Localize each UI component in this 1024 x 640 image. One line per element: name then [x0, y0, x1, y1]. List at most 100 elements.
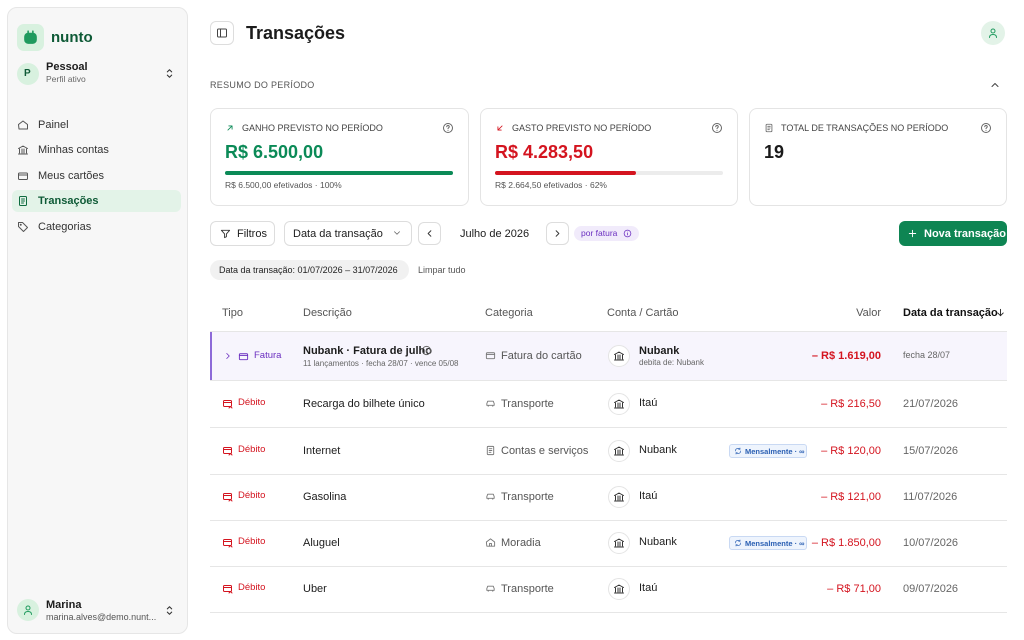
- date-select[interactable]: [284, 221, 412, 246]
- recurrence-badge: [729, 536, 807, 550]
- row-category: Fatura do cartão: [501, 350, 582, 362]
- filter-icon: [220, 229, 231, 239]
- mode-badge: [574, 226, 639, 241]
- row-value: – R$ 71,00: [827, 583, 881, 595]
- row-rule: [210, 427, 1007, 428]
- profile-switch: [166, 69, 173, 78]
- row-type: Fatura: [254, 350, 282, 361]
- category-icon: [486, 445, 495, 456]
- card-note: R$ 2.664,50 efetivados · 62%: [495, 180, 607, 190]
- nav-item[interactable]: Categorias: [38, 221, 92, 233]
- mode-badge-label: por fatura: [581, 228, 618, 238]
- user-name: Marina: [46, 599, 82, 611]
- row-category: Contas e serviços: [501, 445, 589, 457]
- new-button[interactable]: [899, 221, 1007, 246]
- summary-label: RESUMO DO PERÍODO: [210, 80, 315, 90]
- row-rule: [210, 474, 1007, 475]
- row-description: Aluguel: [303, 537, 340, 549]
- avatar-icon: [989, 28, 997, 38]
- card-icon: [497, 125, 503, 131]
- card-label: TOTAL DE TRANSAÇÕES NO PERÍODO: [781, 123, 949, 133]
- column-header: Conta / Cartão: [607, 307, 679, 319]
- nav-item[interactable]: Painel: [38, 119, 69, 131]
- row-rule: [210, 566, 1007, 567]
- row-rule: [210, 380, 1007, 381]
- row-account-detail: debita de: Nubank: [639, 358, 704, 367]
- profile-initial: P: [24, 68, 31, 79]
- card-label: GANHO PREVISTO NO PERÍODO: [242, 123, 383, 133]
- row-category: Transporte: [501, 398, 554, 410]
- category-icon: [486, 585, 495, 592]
- category-icon: [486, 493, 495, 500]
- user-switch: [166, 606, 173, 615]
- account-icon: [614, 584, 624, 594]
- progress-bar: [495, 171, 637, 175]
- type-icon: [223, 585, 233, 594]
- account-icon-bg: [608, 345, 630, 367]
- row-rule: [210, 612, 1007, 613]
- account-icon: [614, 492, 624, 502]
- row-type: Débito: [238, 490, 266, 501]
- row-type: Débito: [238, 536, 266, 547]
- row-account: Itaú: [639, 582, 658, 594]
- account-icon-bg: [608, 532, 630, 554]
- card-help: [443, 123, 453, 133]
- category-icon: [486, 400, 495, 407]
- account-icon-bg: [608, 440, 630, 462]
- expand-icon: [226, 353, 230, 359]
- account-icon: [614, 538, 624, 548]
- filters-label: Filtros: [237, 228, 267, 240]
- summary-collapse: [991, 83, 999, 87]
- clear-filters[interactable]: Limpar tudo: [418, 265, 466, 275]
- prev-icon: [427, 230, 432, 237]
- row-type: Débito: [238, 444, 266, 455]
- row-value: – R$ 216,50: [821, 398, 881, 410]
- type-icon: [223, 493, 233, 502]
- row-date: fecha 28/07: [903, 350, 951, 360]
- row-date: 09/07/2026: [903, 583, 959, 595]
- row-category: Transporte: [501, 491, 554, 503]
- row-account: Nubank: [639, 444, 677, 456]
- row-account: Itaú: [639, 490, 658, 502]
- brand-name: nunto: [51, 29, 93, 46]
- nav-item[interactable]: Meus cartões: [38, 170, 105, 182]
- nav-icon: [18, 172, 28, 180]
- card-help: [981, 123, 991, 133]
- row-type: Débito: [238, 397, 266, 408]
- logo-mark: [24, 30, 37, 44]
- type-icon: [223, 447, 233, 456]
- column-header[interactable]: Data da transação: [903, 307, 998, 319]
- nav-icon: [18, 120, 28, 130]
- category-icon: [485, 538, 496, 547]
- new-icon: [908, 229, 917, 238]
- progress-bar: [225, 171, 453, 175]
- row-description: Recarga do bilhete único: [303, 398, 425, 410]
- recurrence-label: Mensalmente · ∞: [745, 539, 805, 548]
- nav-icon: [19, 196, 27, 206]
- card-icon: [765, 123, 773, 133]
- sidebar-toggle[interactable]: [210, 21, 234, 45]
- select-chevron: [394, 231, 400, 235]
- account-icon: [614, 399, 624, 409]
- recurrence-label: Mensalmente · ∞: [745, 447, 805, 456]
- row-date: 15/07/2026: [903, 445, 959, 457]
- filters-button[interactable]: [210, 221, 275, 246]
- nav-item[interactable]: Minhas contas: [38, 144, 109, 156]
- nav-active-bg: [12, 190, 181, 212]
- row-description: Uber: [303, 583, 327, 595]
- row-description: Internet: [303, 445, 341, 457]
- active-filter-chip: [210, 260, 409, 280]
- account-icon: [614, 446, 624, 456]
- next-month[interactable]: [546, 222, 569, 245]
- new-button-label: Nova transação: [924, 228, 1006, 240]
- account-icon-bg: [608, 578, 630, 600]
- prev-month[interactable]: [418, 222, 441, 245]
- recurrence-badge: [729, 444, 807, 458]
- active-filter-label: Data da transação: 01/07/2026 – 31/07/20…: [219, 265, 398, 275]
- row-value: – R$ 121,00: [821, 491, 881, 503]
- type-icon: [223, 400, 233, 409]
- card-note: R$ 6.500,00 efetivados · 100%: [225, 180, 342, 190]
- nav-item[interactable]: Transações: [38, 195, 99, 207]
